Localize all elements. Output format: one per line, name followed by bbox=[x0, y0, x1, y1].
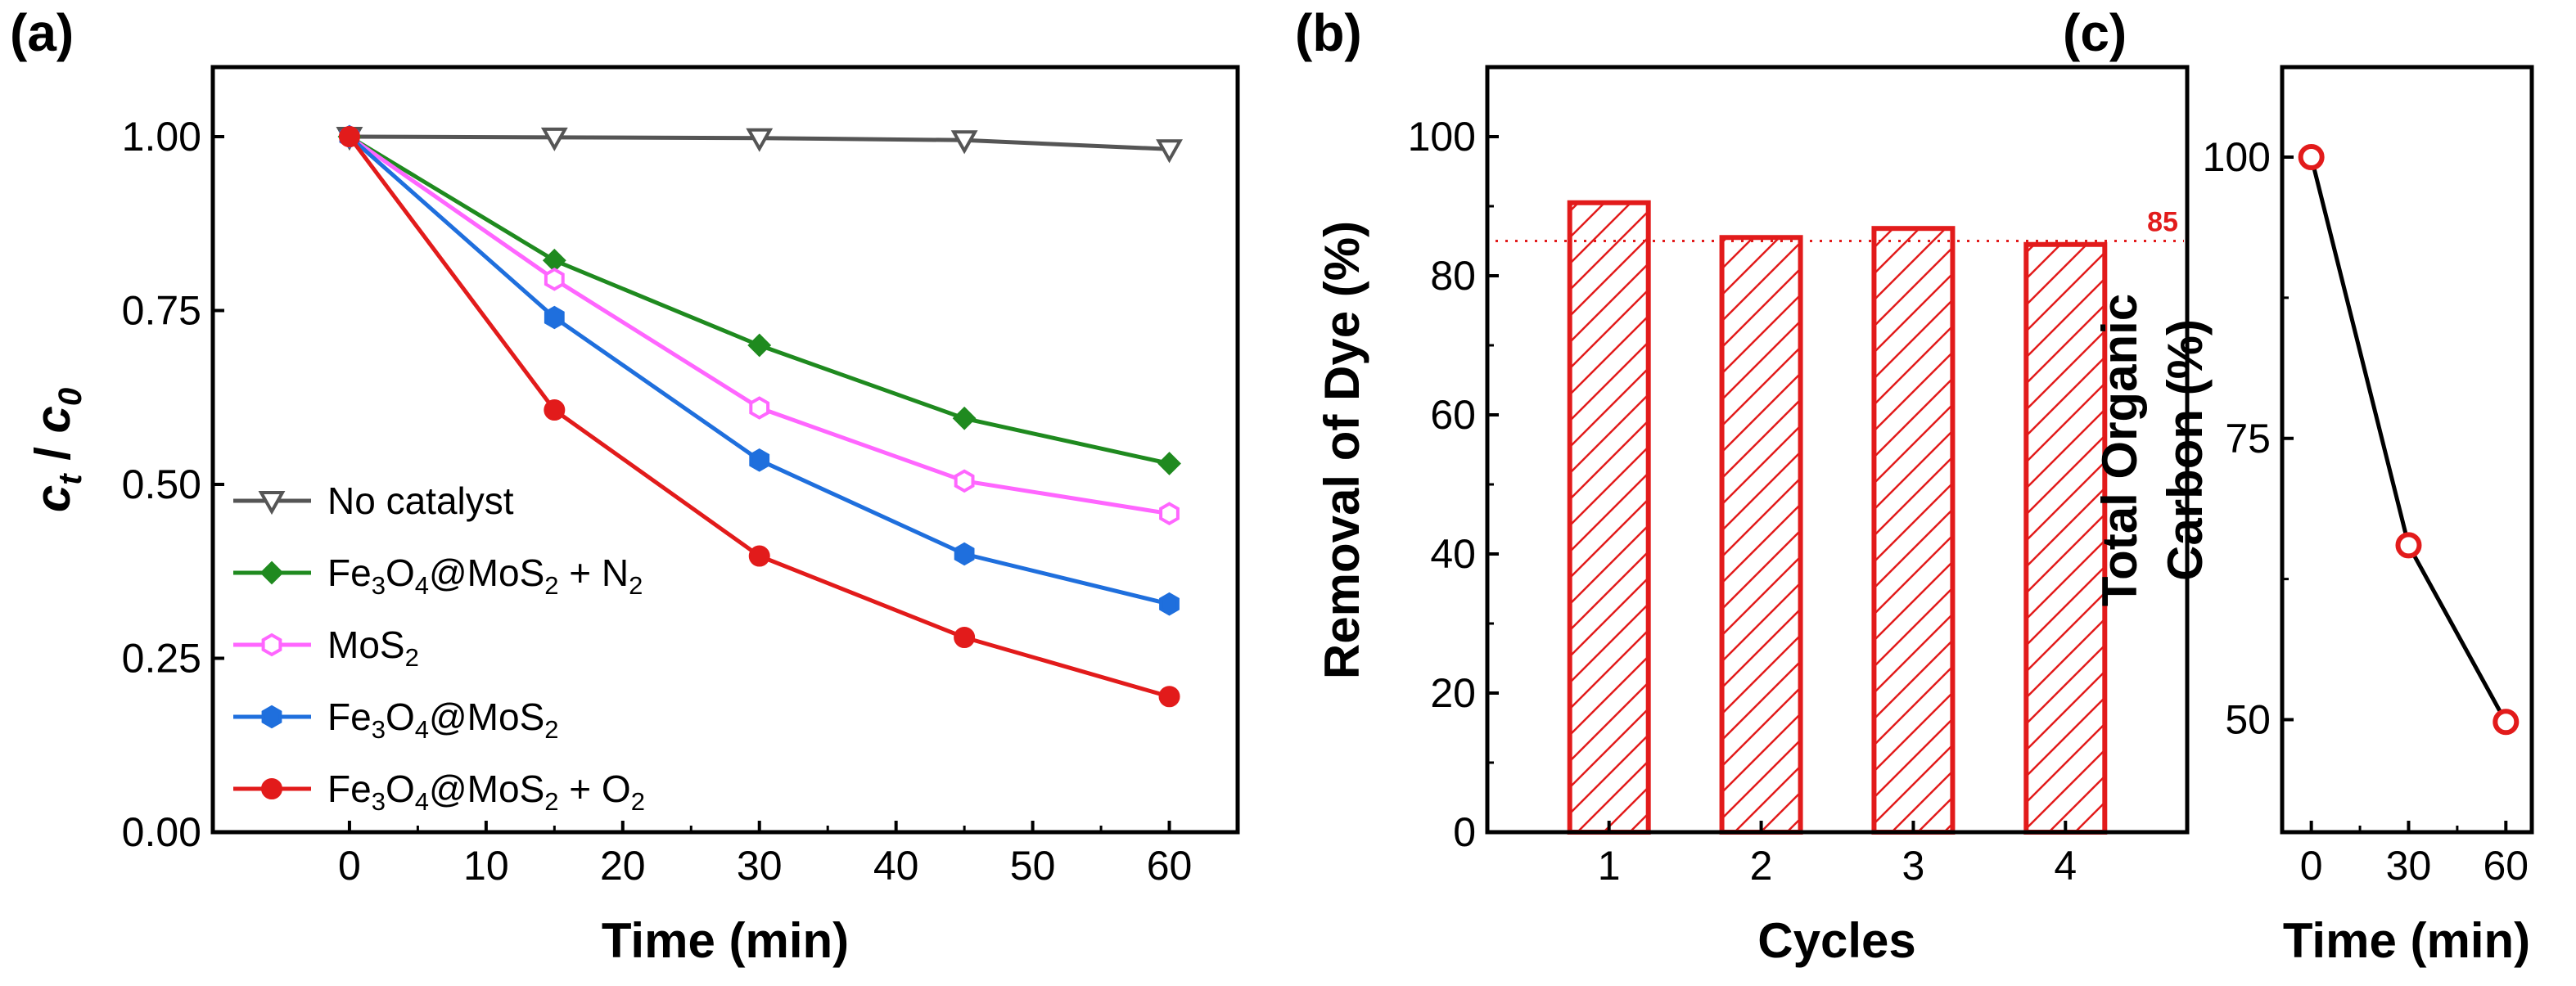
panel-a-x-tick-label: 60 bbox=[1147, 843, 1193, 889]
panel-a-x-tick-label: 40 bbox=[873, 843, 919, 889]
panel-b-y-tick-label: 40 bbox=[1430, 531, 1476, 577]
series-1-point bbox=[952, 406, 977, 430]
series-0-point bbox=[1156, 139, 1183, 164]
panel-b-x-tick-label: 3 bbox=[1902, 843, 1925, 889]
series-3-point bbox=[749, 448, 770, 472]
toc-point bbox=[2493, 709, 2520, 736]
series-2-point bbox=[544, 267, 565, 291]
series-1-point bbox=[747, 333, 772, 358]
legend-marker bbox=[261, 633, 282, 657]
panel-c-label: (c) bbox=[2063, 3, 2127, 62]
series-4-point bbox=[338, 126, 360, 147]
series-3-point bbox=[544, 305, 565, 330]
panel-a-x-tick-label: 10 bbox=[463, 843, 509, 889]
panel-a-x-tick-label: 0 bbox=[338, 843, 361, 889]
series-4-point bbox=[544, 399, 566, 421]
series-2-point bbox=[954, 469, 975, 493]
panel-c-x-tick-label: 60 bbox=[2483, 843, 2529, 889]
panel-a-x-tick-label: 30 bbox=[737, 843, 783, 889]
panel-a-frame bbox=[210, 65, 1240, 835]
series-2-point bbox=[1159, 502, 1180, 526]
series-0-point bbox=[950, 130, 978, 155]
panel-c-y-tick-label: 100 bbox=[2203, 134, 2271, 180]
panel-a: (a) 0 10 20 30 40 50 60 0.00 0.25 0.50 0.75 1.00 No… bbox=[10, 3, 1240, 968]
series-3-point bbox=[1159, 592, 1180, 616]
panel-b-y-tick-label: 80 bbox=[1430, 253, 1476, 299]
panel-a-y-tick-label: 1.00 bbox=[122, 114, 201, 160]
legend-label: Fe3O4@MoS2 bbox=[327, 696, 559, 744]
legend-marker bbox=[258, 491, 286, 516]
series-3-point bbox=[954, 542, 975, 566]
panel-a-x-tick-label: 50 bbox=[1010, 843, 1056, 889]
panel-a-y-tick-label: 0.75 bbox=[122, 288, 201, 334]
panel-b-label: (b) bbox=[1295, 3, 1362, 62]
bar-cycle-3 bbox=[1871, 226, 1956, 835]
bar-cycle-1 bbox=[1567, 200, 1651, 835]
bar-cycle-2 bbox=[1719, 235, 1803, 835]
toc-line bbox=[2309, 156, 2508, 723]
panel-c-x-tick-label: 30 bbox=[2386, 843, 2432, 889]
series-1-point bbox=[1157, 452, 1181, 475]
series-2-point bbox=[749, 396, 770, 420]
panel-b-y-axis-label: Removal of Dye (%) bbox=[1315, 221, 1369, 679]
legend-marker bbox=[261, 705, 282, 729]
panel-a-legend: No catalyst Fe3O4@MoS2 + N2 MoS2 Fe3O4@MoS2… bbox=[233, 479, 645, 816]
legend-label: No catalyst bbox=[327, 479, 514, 522]
panel-a-x-tick-label: 20 bbox=[600, 843, 646, 889]
series-4-point bbox=[954, 627, 976, 648]
panel-a-y-tick-label: 0.50 bbox=[122, 461, 201, 507]
panel-a-y-tick-label: 0.00 bbox=[122, 809, 201, 855]
legend-label: Fe3O4@MoS2 + O2 bbox=[327, 768, 645, 816]
series-4-point bbox=[748, 545, 770, 567]
legend-label: MoS2 bbox=[327, 624, 419, 672]
legend-marker bbox=[259, 561, 284, 585]
panel-b-x-axis-label: Cycles bbox=[1757, 913, 1915, 968]
panel-c-x-tick-label: 0 bbox=[2300, 843, 2323, 889]
panel-b-y-tick-label: 0 bbox=[1453, 809, 1476, 855]
series-line-3 bbox=[348, 135, 1171, 606]
panel-c-y-tick-label: 75 bbox=[2225, 416, 2271, 461]
panel-a-y-tick-label: 0.25 bbox=[122, 636, 201, 682]
panel-b-y-tick-label: 60 bbox=[1430, 392, 1476, 438]
panel-c: (c) 0 30 60 50 75 100 Time (min) Total Organi… bbox=[2063, 3, 2534, 968]
panel-c-x-axis-label: Time (min) bbox=[2283, 913, 2530, 968]
panel-b-y-tick-label: 20 bbox=[1430, 670, 1476, 716]
legend-marker bbox=[261, 778, 282, 799]
legend-label: Fe3O4@MoS2 + N2 bbox=[327, 552, 643, 600]
series-0-point bbox=[540, 127, 568, 151]
reference-line-label: 85 bbox=[2147, 207, 2178, 238]
series-0-point bbox=[746, 128, 774, 152]
toc-point bbox=[2298, 144, 2325, 170]
panel-a-x-axis-label: Time (min) bbox=[602, 913, 849, 968]
panel-b-x-tick-label: 4 bbox=[2054, 843, 2077, 889]
series-4-point bbox=[1158, 686, 1180, 708]
panel-a-label: (a) bbox=[10, 3, 74, 62]
panel-b: (b) 85 0 20 40 60 80 100 1 2 3 4 Cycles Removal o… bbox=[1295, 3, 2190, 968]
panel-b-frame bbox=[1485, 65, 2190, 835]
panel-c-y-axis-label-line2: Carbon (%) bbox=[2158, 319, 2213, 581]
panel-a-y-axis-label: ct / c0 bbox=[25, 388, 88, 512]
panel-c-y-axis-label-line1: Total Organic bbox=[2092, 294, 2147, 606]
panel-b-y-tick-label: 100 bbox=[1408, 114, 1476, 160]
panel-b-x-tick-label: 1 bbox=[1598, 843, 1621, 889]
panel-b-x-tick-label: 2 bbox=[1750, 843, 1773, 889]
bar-cycle-4 bbox=[2023, 241, 2108, 835]
panel-c-y-tick-label: 50 bbox=[2225, 697, 2271, 743]
toc-point bbox=[2395, 532, 2422, 559]
